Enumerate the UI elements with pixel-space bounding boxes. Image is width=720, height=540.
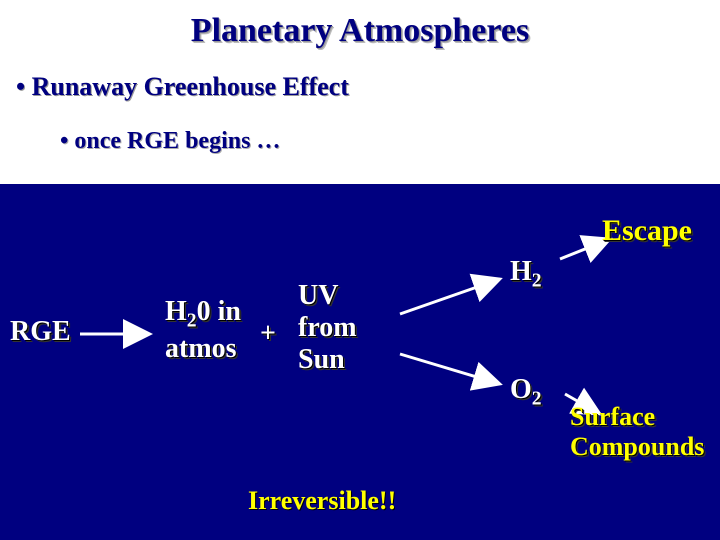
bullet-level-2: • once RGE begins … (60, 128, 720, 155)
node-h2o: H20 in atmos (165, 296, 241, 365)
escape-label: Escape (602, 214, 692, 247)
slide-title: Planetary Atmospheres (0, 0, 720, 50)
o2-sub: 2 (532, 389, 542, 410)
surface-line1: Surface (570, 402, 655, 431)
h2-sub: 2 (532, 271, 542, 292)
node-o2: O2 (510, 374, 542, 411)
node-escape: Escape (602, 214, 692, 249)
h2o-post: 0 in (197, 296, 241, 327)
o2-pre: O (510, 374, 532, 405)
uv-line2: from (298, 312, 357, 343)
footer-irreversible: Irreversible!! (248, 486, 396, 516)
node-uv: UV from Sun (298, 280, 357, 377)
h2-pre: H (510, 256, 532, 287)
node-rge: RGE (10, 316, 71, 348)
h2o-pre: H (165, 296, 187, 327)
node-plus: + (260, 318, 276, 350)
surface-line2: Compounds (570, 432, 704, 461)
uv-line3: Sun (298, 344, 345, 375)
header-region: Planetary Atmospheres • Runaway Greenhou… (0, 0, 720, 184)
arrow-uv-to-o2 (400, 354, 500, 384)
h2o-sub: 2 (187, 311, 197, 332)
rge-label: RGE (10, 316, 71, 347)
arrow-uv-to-h2 (400, 279, 500, 314)
node-h2: H2 (510, 256, 542, 293)
node-surface: Surface Compounds (570, 402, 704, 462)
plus-label: + (260, 318, 276, 349)
diagram-region: RGE H20 in atmos + UV from Sun H2 O2 Esc… (0, 184, 720, 540)
h2o-line2: atmos (165, 333, 237, 364)
uv-line1: UV (298, 280, 338, 311)
footer-label: Irreversible!! (248, 486, 396, 515)
bullet-level-1: • Runaway Greenhouse Effect (16, 72, 720, 102)
